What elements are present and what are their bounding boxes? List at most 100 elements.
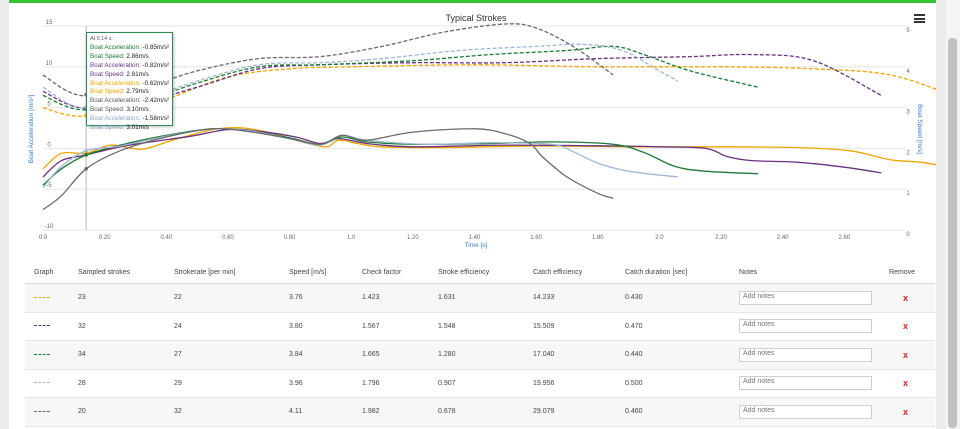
tooltip-row: Boat Acceleration: -2.42m/s² xyxy=(90,97,169,106)
tooltip-row-label: Boat Speed: xyxy=(90,52,125,60)
cell-speed: 4.11 xyxy=(280,397,353,427)
speed-series-line-0 xyxy=(42,64,936,117)
chart-title: Typical Strokes xyxy=(445,13,507,23)
cell-stroke-eff: 1.548 xyxy=(429,312,524,341)
col-stroke-efficiency: Stroke efficiency xyxy=(429,262,524,284)
y-right-tick-label: 0 xyxy=(906,232,910,238)
cell-catch-eff: 14.233 xyxy=(524,283,616,313)
cell-notes xyxy=(730,340,880,370)
y-axis-left-label: Boat Acceleration [m/s²] xyxy=(28,94,35,163)
x-tick-label: 2.0 xyxy=(655,235,664,241)
remove-row-icon[interactable]: x xyxy=(903,406,909,417)
col-graph: Graph xyxy=(25,262,69,284)
y-right-tick-label: 2 xyxy=(906,150,910,156)
cell-remove: x xyxy=(880,312,935,341)
cell-graph xyxy=(25,369,69,398)
x-tick-label: 1.60 xyxy=(530,235,542,241)
series-swatch xyxy=(34,325,50,327)
cell-catch-dur: 0.500 xyxy=(616,369,730,398)
tooltip-row: Boat Speed: 2.86m/s xyxy=(90,53,169,62)
cell-graph xyxy=(25,283,69,313)
col-strokerate: Strokerate [per min] xyxy=(165,262,280,284)
y-left-tick-label: 15 xyxy=(46,20,53,26)
notes-input[interactable] xyxy=(739,319,872,334)
col-notes: Notes xyxy=(730,262,880,284)
col-catch-efficiency: Catch efficiency xyxy=(524,262,616,284)
hover-marker xyxy=(84,153,88,157)
tooltip-row: Boat Speed: 2.79m/s xyxy=(90,88,169,97)
x-tick-label: 0.40 xyxy=(160,235,172,241)
tooltip-row-label: Boat Speed: xyxy=(90,106,125,114)
cell-notes xyxy=(730,397,880,427)
x-tick-label: 2.40 xyxy=(777,235,789,241)
acceleration-series-line-4 xyxy=(42,127,614,211)
x-tick-label: 0.0 xyxy=(39,235,48,241)
remove-row-icon[interactable]: x xyxy=(903,349,909,360)
remove-row-icon[interactable]: x xyxy=(903,292,909,303)
tooltip-row-label: Boat Acceleration: xyxy=(90,61,141,69)
cell-notes xyxy=(730,312,880,341)
scrollbar-thumb[interactable] xyxy=(948,38,957,428)
remove-row-icon[interactable]: x xyxy=(903,378,909,389)
table-header-row: Graph Sampled strokes Strokerate [per mi… xyxy=(25,262,935,284)
tooltip-row-value: 2.79m/s xyxy=(126,88,149,96)
col-catch-duration: Catch duration [sec] xyxy=(616,262,730,284)
chart-tooltip: At 0.14 s: Boat Acceleration: -0.85m/s² B… xyxy=(86,32,173,131)
tooltip-row-value: 3.10m/s xyxy=(126,106,149,114)
notes-input[interactable] xyxy=(739,404,872,419)
tooltip-row-value: -1.58m/s² xyxy=(142,115,170,123)
y-axis-right-label: Boat Speed [m/s] xyxy=(916,104,923,154)
tooltip-row-value: 2.81m/s xyxy=(126,70,149,78)
cell-stroke-eff: 0.907 xyxy=(429,369,524,398)
col-check-factor: Check factor xyxy=(353,262,429,284)
notes-input[interactable] xyxy=(739,376,872,391)
tooltip-row-label: Boat Speed: xyxy=(90,124,125,132)
cell-strokerate: 22 xyxy=(165,283,280,313)
tooltip-row-value: 2.86m/s xyxy=(126,52,149,60)
x-tick-label: 2.60 xyxy=(839,235,851,241)
cell-sampled: 20 xyxy=(69,397,165,427)
x-tick-label: 1.40 xyxy=(469,235,481,241)
tooltip-row-label: Boat Acceleration: xyxy=(90,79,141,87)
x-tick-label: 1.0 xyxy=(347,235,356,241)
tooltip-row: Boat Acceleration: -1.58m/s² xyxy=(90,115,169,124)
chart-menu-icon[interactable] xyxy=(914,14,925,23)
tooltip-row-value: 3.01m/s xyxy=(126,124,149,132)
remove-row-icon[interactable]: x xyxy=(903,321,909,332)
cell-strokerate: 24 xyxy=(165,312,280,341)
x-tick-label: 2.20 xyxy=(715,235,727,241)
cell-graph xyxy=(25,340,69,370)
cell-check: 1.567 xyxy=(353,312,429,341)
cell-check: 1.796 xyxy=(353,369,429,398)
tooltip-row-label: Boat Acceleration: xyxy=(90,43,141,51)
col-speed: Speed [m/s] xyxy=(280,262,353,284)
cell-speed: 3.80 xyxy=(280,312,353,341)
cell-remove: x xyxy=(880,283,935,313)
series-swatch xyxy=(34,353,50,355)
y-left-tick-label: 10 xyxy=(46,61,53,67)
cell-strokerate: 27 xyxy=(165,340,280,370)
series-swatch xyxy=(34,296,50,298)
speed-series-line-4 xyxy=(42,23,614,97)
cell-stroke-eff: 0.678 xyxy=(429,397,524,427)
notes-input[interactable] xyxy=(739,290,872,305)
acceleration-series-line-3 xyxy=(42,127,678,189)
cell-check: 1.665 xyxy=(353,340,429,370)
tooltip-row: Boat Speed: 2.81m/s xyxy=(90,71,169,80)
cell-catch-eff: 19.956 xyxy=(524,369,616,398)
y-left-tick-label: 5 xyxy=(47,102,51,108)
hover-marker xyxy=(84,149,88,153)
tooltip-row: Boat Acceleration: -0.82m/s² xyxy=(90,62,169,71)
cell-catch-dur: 0.470 xyxy=(616,312,730,341)
series-swatch xyxy=(34,382,50,384)
tooltip-row-label: Boat Speed: xyxy=(90,70,125,78)
cell-graph xyxy=(25,397,69,427)
notes-input[interactable] xyxy=(739,347,872,362)
cell-sampled: 23 xyxy=(69,283,165,313)
tooltip-row-value: -0.82m/s² xyxy=(142,61,170,69)
cell-speed: 3.96 xyxy=(280,369,353,398)
